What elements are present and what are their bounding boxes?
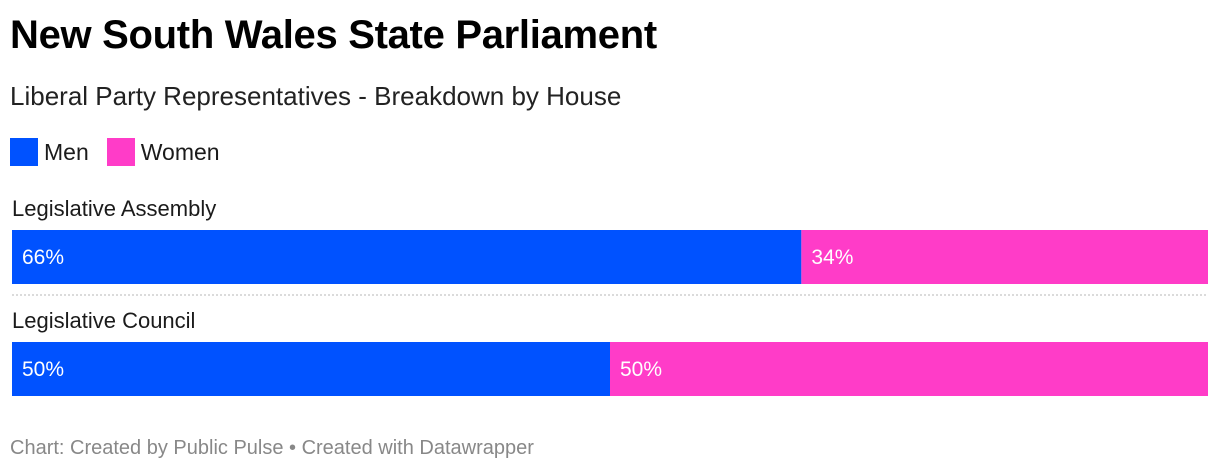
legend-label-women: Women xyxy=(140,139,220,165)
data-label-legislative-council-women: 50% xyxy=(620,358,662,381)
chart-footer: Chart: Created by Public Pulse • Created… xyxy=(10,437,534,459)
bar-legislative-assembly-men xyxy=(12,230,802,284)
legend-item-women: Women xyxy=(106,138,220,166)
chart-title: New South Wales State Parliament xyxy=(10,13,657,57)
bar-legislative-assembly-women xyxy=(801,230,1208,284)
data-label-legislative-council-men: 50% xyxy=(22,358,64,381)
data-label-legislative-assembly-men: 66% xyxy=(22,246,64,269)
category-label-legislative-assembly: Legislative Assembly xyxy=(12,196,216,221)
legend-label-men: Men xyxy=(44,139,89,165)
category-label-legislative-council: Legislative Council xyxy=(12,308,195,333)
data-label-legislative-assembly-women: 34% xyxy=(811,246,853,269)
legend-swatch-men xyxy=(10,138,38,166)
bar-legislative-council-women xyxy=(610,342,1208,396)
chart-subtitle: Liberal Party Representatives - Breakdow… xyxy=(10,81,622,111)
legend: Men Women xyxy=(10,138,238,166)
legend-item-men: Men xyxy=(10,138,89,166)
legend-swatch-women xyxy=(106,138,135,166)
bar-legislative-council-men xyxy=(12,342,610,396)
